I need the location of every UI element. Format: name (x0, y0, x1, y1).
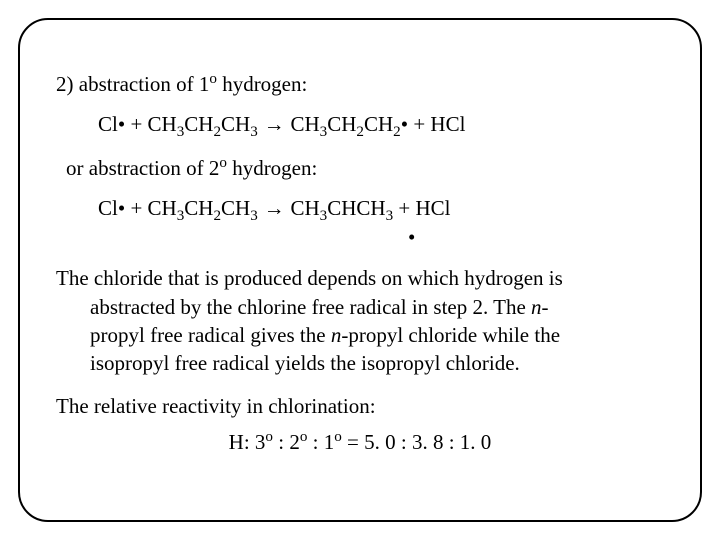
sub: 3 (250, 125, 258, 141)
t: CH (184, 112, 213, 136)
t: CH (221, 196, 250, 220)
radical-dot-below: • (408, 225, 664, 250)
text: hydrogen: (227, 156, 317, 180)
equation-2: Cl• + CH3CH2CH3 → CH3CHCH3 + HCl (98, 194, 664, 223)
heading-2o-abstraction: or abstraction of 2o hydrogen: (66, 154, 664, 182)
sub: 2 (213, 208, 221, 224)
t: isopropyl free radical yields the isopro… (90, 349, 664, 377)
sub: 2 (213, 125, 221, 141)
t: CH (364, 112, 393, 136)
t: The chloride that is produced depends on… (56, 266, 563, 290)
superscript-o: o (209, 71, 217, 87)
sup: o (265, 429, 273, 445)
reactivity-ratio: H: 3o : 2o : 1o = 5. 0 : 3. 8 : 1. 0 (56, 428, 664, 456)
italic-n: n (331, 323, 342, 347)
heading-1o-abstraction: 2) abstraction of 1o hydrogen: (56, 70, 664, 98)
t: abstracted by the chlorine free radical … (90, 295, 531, 319)
text: or abstraction of 2 (66, 156, 219, 180)
arrow-icon: → (258, 197, 291, 220)
sup: o (334, 429, 342, 445)
text: hydrogen: (217, 72, 307, 96)
italic-n: n (531, 295, 542, 319)
arrow-icon: → (258, 113, 291, 136)
sub: 3 (250, 208, 258, 224)
t: Cl (98, 112, 118, 136)
slide-frame: 2) abstraction of 1o hydrogen: Cl• + CH3… (18, 18, 702, 522)
t: + HCl (408, 112, 465, 136)
t: CHCH (327, 196, 385, 220)
t: CH (290, 196, 319, 220)
t: CH (290, 112, 319, 136)
t: - (542, 295, 549, 319)
radical-dot: • (401, 112, 408, 136)
t: CH (184, 196, 213, 220)
sub: 3 (386, 208, 394, 224)
t: CH (327, 112, 356, 136)
t: Cl (98, 196, 118, 220)
explanation-paragraph: The chloride that is produced depends on… (56, 264, 664, 377)
t: = 5. 0 : 3. 8 : 1. 0 (342, 430, 492, 454)
equation-1: Cl• + CH3CH2CH3 → CH3CH2CH2• + HCl (98, 110, 664, 139)
relative-reactivity-label: The relative reactivity in chlorination: (56, 392, 664, 420)
t: propyl free radical gives the (90, 323, 331, 347)
t: -propyl chloride while the (341, 323, 560, 347)
t: + CH (125, 112, 177, 136)
t: + CH (125, 196, 177, 220)
t: + HCl (393, 196, 450, 220)
superscript-o: o (219, 155, 227, 171)
t: : 1 (307, 430, 334, 454)
t: H: 3 (229, 430, 266, 454)
t: CH (221, 112, 250, 136)
sub: 2 (356, 125, 364, 141)
sub: 2 (393, 125, 401, 141)
t: : 2 (273, 430, 300, 454)
text: 2) abstraction of 1 (56, 72, 209, 96)
